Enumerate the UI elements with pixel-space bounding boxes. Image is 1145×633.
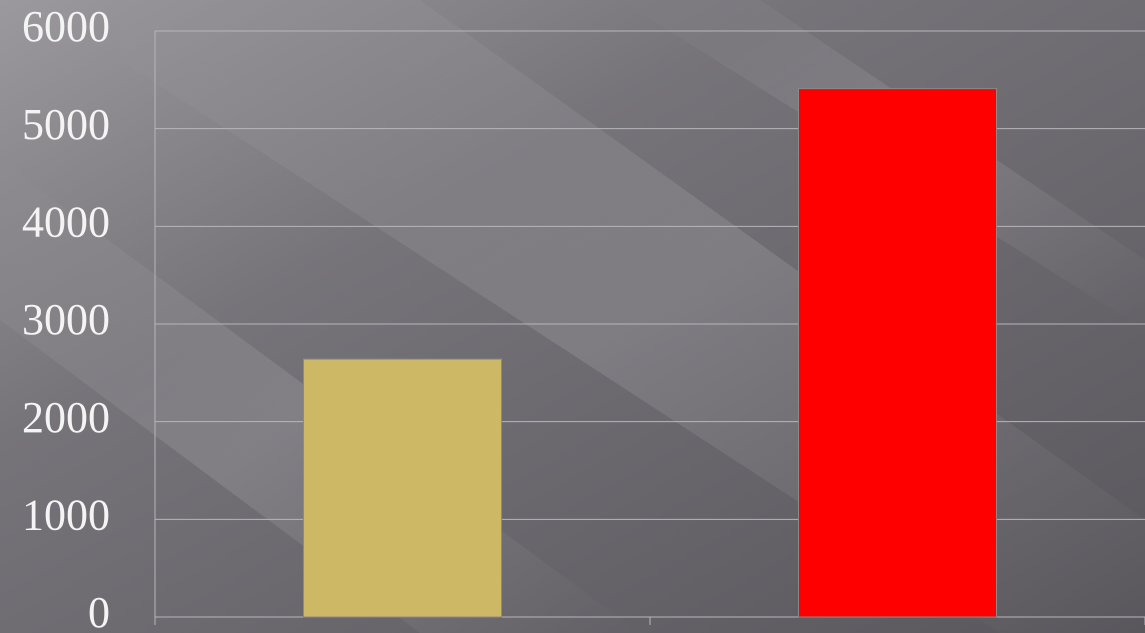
bar [303,358,502,618]
y-tick-label: 5000 [22,100,110,149]
y-tick-label: 0 [88,588,110,633]
y-tick-label: 1000 [22,490,110,539]
y-tick-label: 3000 [22,295,110,344]
bar [798,88,997,618]
y-tick-label: 2000 [22,393,110,442]
y-tick-label: 4000 [22,197,110,246]
y-tick-label: 6000 [22,2,110,51]
